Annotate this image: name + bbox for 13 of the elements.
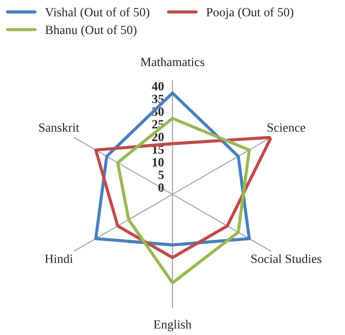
- spoke-label: Mathamatics: [140, 57, 204, 66]
- spoke-label: English: [154, 320, 192, 332]
- spoke-label: Sanskrit: [39, 123, 80, 132]
- spoke-label: Hindi: [44, 254, 73, 264]
- legend-label: Pooja (Out of 50): [206, 8, 294, 19]
- y-tick-label: 0: [158, 183, 164, 192]
- spoke-label: Science: [268, 123, 306, 132]
- y-tick-label: 40: [152, 82, 164, 91]
- y-tick-label: 5: [158, 170, 164, 180]
- legend-label: Bhanu (Out of 50): [45, 25, 136, 37]
- legend-label: Vishal (Out of of 50): [45, 8, 150, 19]
- y-tick-label: 10: [152, 158, 164, 166]
- spoke-label: Social Studies: [251, 254, 322, 264]
